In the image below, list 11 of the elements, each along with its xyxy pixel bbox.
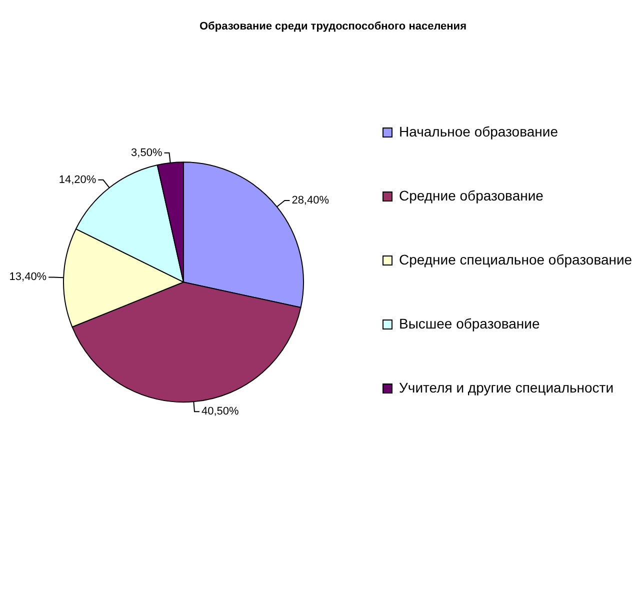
data-label: 13,40% <box>9 271 47 284</box>
legend-label: Средние образование <box>399 187 544 204</box>
chart-title: Образование среди трудоспособного населения <box>200 20 466 33</box>
data-label: 14,20% <box>58 174 96 186</box>
data-label: 3,50% <box>131 146 162 159</box>
legend-label: Высшее образование <box>399 315 540 332</box>
legend-label: Учителя и другие специальности <box>399 379 614 396</box>
legend-label: Средние специальное образование <box>399 251 632 268</box>
legend-label: Начальное образование <box>399 123 558 140</box>
data-label: 40,50% <box>202 406 240 418</box>
data-label: 28,40% <box>292 194 330 207</box>
